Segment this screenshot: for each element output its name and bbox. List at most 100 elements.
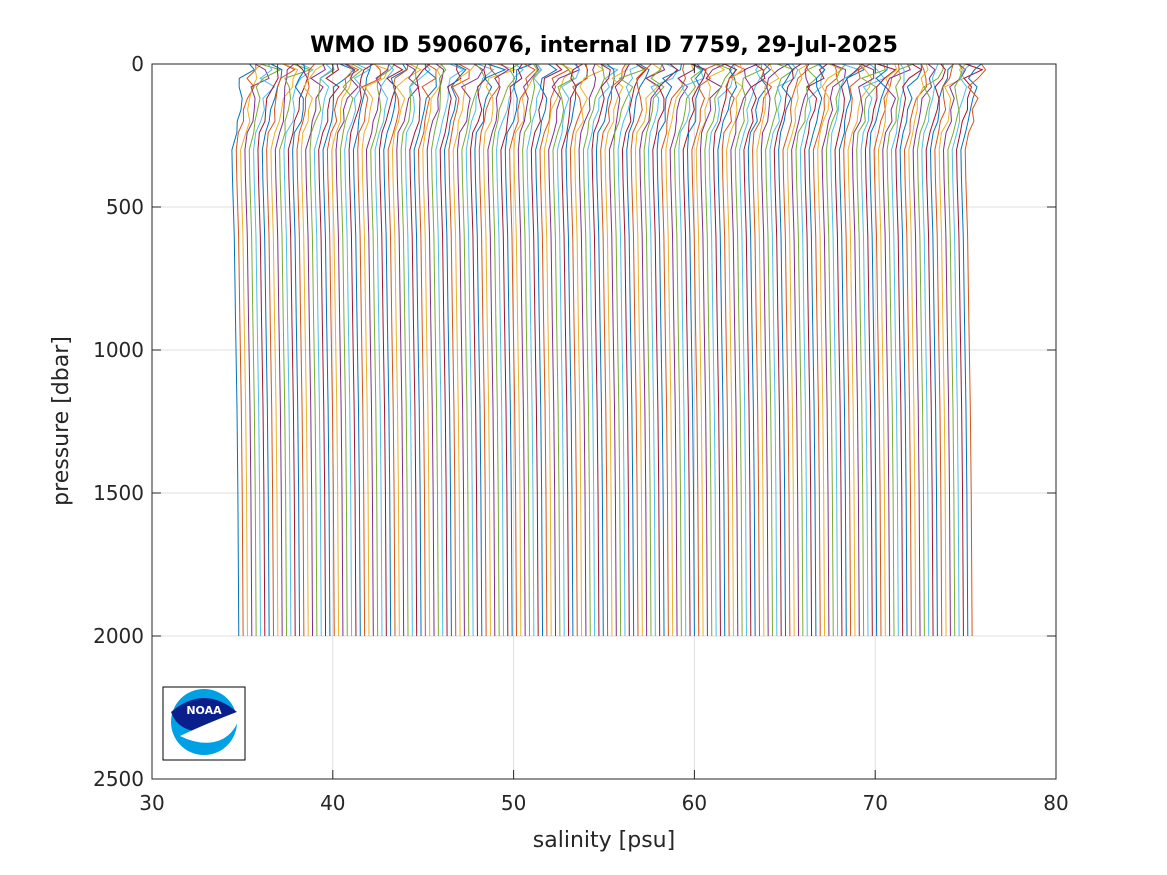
x-tick-label: 40 — [320, 791, 345, 815]
profile-line — [817, 63, 844, 637]
profile-line — [305, 63, 326, 637]
profile-line — [964, 63, 987, 637]
profile-line — [235, 63, 257, 637]
profile-line — [326, 63, 360, 637]
profile-line — [617, 63, 642, 637]
profile-line — [444, 63, 467, 637]
profile-line — [708, 63, 736, 637]
profile-line — [643, 63, 665, 637]
plot-area — [152, 64, 1056, 779]
profile-line — [704, 63, 733, 637]
profile-line — [621, 63, 647, 637]
profile-line — [556, 63, 580, 637]
profile-line — [604, 63, 628, 637]
x-tick-label: 50 — [501, 791, 526, 815]
profile-line — [890, 63, 905, 637]
profile-line — [483, 63, 517, 637]
profile-line — [773, 63, 802, 637]
profile-line — [756, 63, 780, 637]
profile-line — [504, 63, 533, 637]
axis-ticks: 30 40 50 60 70 80 0 500 1000 1500 2000 2500 — [93, 52, 1069, 815]
profile-line — [656, 63, 682, 637]
profile-line — [669, 63, 696, 637]
profile-line — [318, 63, 340, 637]
profile-line — [279, 63, 312, 637]
profile-line — [248, 63, 282, 637]
profile-line — [743, 63, 766, 637]
profile-line — [396, 63, 420, 637]
profile-line — [569, 63, 588, 637]
profile-line — [365, 63, 390, 637]
profile-line — [626, 63, 650, 637]
profile-line — [791, 63, 810, 637]
profile-line — [274, 63, 295, 637]
profile-line — [925, 63, 946, 637]
profile-line — [786, 63, 809, 637]
profile-line — [339, 63, 364, 637]
profile-line — [639, 63, 666, 637]
profile-line — [778, 63, 793, 637]
profile-line — [600, 63, 626, 637]
profile-line — [578, 63, 597, 637]
profile-line — [513, 63, 541, 637]
profile-line — [378, 63, 404, 637]
profile-line — [830, 63, 861, 637]
profile-line — [899, 63, 923, 637]
logo-text: NOAA — [186, 704, 222, 717]
profile-line — [561, 63, 584, 637]
profile-line — [426, 63, 445, 637]
profile-line — [851, 63, 875, 637]
profile-line — [543, 63, 575, 637]
profile-line — [539, 63, 570, 637]
profile-line — [595, 63, 615, 637]
profile-line — [717, 63, 737, 637]
plot-frame — [151, 63, 1057, 780]
profile-line — [951, 63, 972, 637]
profile-line — [348, 63, 374, 637]
profile-line — [487, 63, 510, 637]
profile-line — [374, 63, 395, 637]
profile-line — [552, 63, 575, 637]
y-tick-label: 2000 — [93, 624, 144, 648]
profile-line — [747, 63, 772, 637]
profile-line — [231, 63, 256, 637]
x-tick-label: 30 — [139, 791, 164, 815]
profile-line — [873, 63, 900, 637]
profile-line — [834, 63, 863, 637]
profile-line — [908, 63, 929, 637]
y-tick-label: 1500 — [93, 481, 144, 505]
profile-line — [700, 63, 726, 637]
profile-line — [934, 63, 954, 637]
profile-line — [313, 63, 333, 637]
profile-lines — [231, 63, 987, 637]
profile-line — [752, 63, 773, 637]
profile-line — [895, 63, 923, 637]
profile-line — [352, 63, 372, 637]
profile-line — [270, 63, 299, 637]
profile-line — [240, 63, 263, 637]
y-tick-label: 1000 — [93, 338, 144, 362]
profile-line — [292, 63, 306, 637]
profile-line — [517, 63, 540, 637]
profile-line — [882, 63, 911, 637]
profile-line — [300, 63, 326, 637]
profile-line — [921, 63, 939, 637]
x-tick-label: 70 — [862, 791, 887, 815]
profile-line — [804, 63, 828, 637]
profile-line — [253, 63, 276, 637]
chart-title: WMO ID 5906076, internal ID 7759, 29-Jul… — [310, 33, 898, 58]
profile-line — [470, 63, 487, 637]
profile-line — [860, 63, 886, 637]
profile-line — [947, 63, 963, 637]
profile-line — [582, 63, 605, 637]
x-axis-label: salinity [psu] — [533, 828, 675, 853]
profile-line — [526, 63, 543, 637]
profile-line — [812, 63, 838, 637]
profile-line — [452, 63, 476, 637]
profile-line — [357, 63, 382, 637]
profile-line — [799, 63, 826, 637]
y-tick-label: 500 — [106, 195, 144, 219]
profile-line — [448, 63, 470, 637]
profile-line — [296, 63, 315, 637]
